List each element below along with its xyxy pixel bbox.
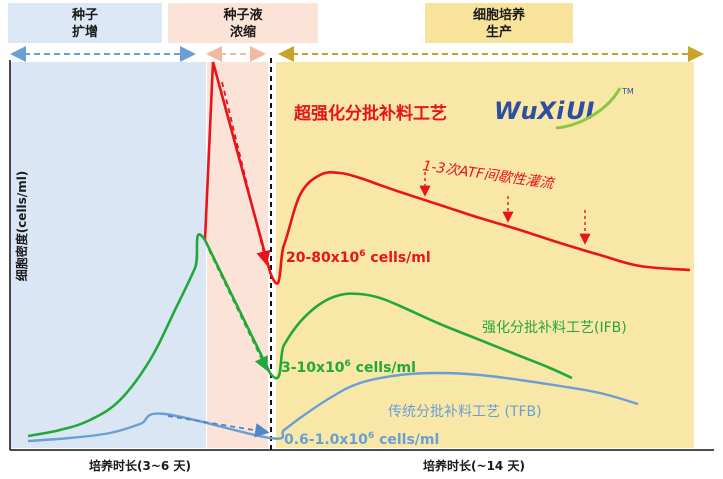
chart-title: 超强化分批补料工艺: [294, 103, 447, 124]
y-axis-label: 细胞密度(cells/ml): [14, 171, 29, 282]
red-density-label: 20-80x106 cells/ml: [286, 249, 431, 266]
header-seed-line1: 种子: [71, 7, 98, 23]
series-line-tfb: [27, 371, 639, 443]
header-conc-line2: 浓缩: [230, 24, 256, 40]
prod-band: [276, 62, 694, 448]
header-seed-line2: 扩增: [72, 24, 98, 40]
seed-band: [10, 62, 206, 448]
green-density-label: 3-10x106 cells/ml: [281, 359, 416, 376]
blue-density-label: 0.6-1.0x106 cells/ml: [284, 431, 439, 448]
logo-text: WuXi: [494, 97, 565, 125]
blue-transfer-arrow: [167, 415, 270, 438]
conc-band: [207, 62, 268, 448]
red-transfer-arrow: [221, 81, 271, 266]
series-line-ifb: [27, 233, 573, 438]
ifb-label: 强化分批补料工艺(IFB): [482, 320, 627, 336]
header-conc-box: [168, 3, 318, 43]
green-transfer-arrow: [208, 249, 268, 372]
wuxi-logo: WuXi UI TM: [494, 87, 634, 130]
tfb-label: 传统分批补料工艺 (TFB): [388, 404, 542, 420]
header-prod-line2: 生产: [486, 24, 512, 40]
header-prod-box: [425, 3, 573, 43]
logo-swoosh: [555, 87, 622, 130]
header-conc-line1: 种子液: [222, 7, 262, 23]
header-seed-box: [8, 3, 162, 43]
x-axis-label-left: 培养时长(3~6 天): [89, 458, 191, 473]
x-axis-label-right: 培养时长(~14 天): [423, 458, 525, 473]
series-line-super-ifb: [203, 61, 691, 285]
logo-tm: TM: [621, 87, 634, 96]
header-prod-line1: 细胞培养: [473, 7, 526, 23]
